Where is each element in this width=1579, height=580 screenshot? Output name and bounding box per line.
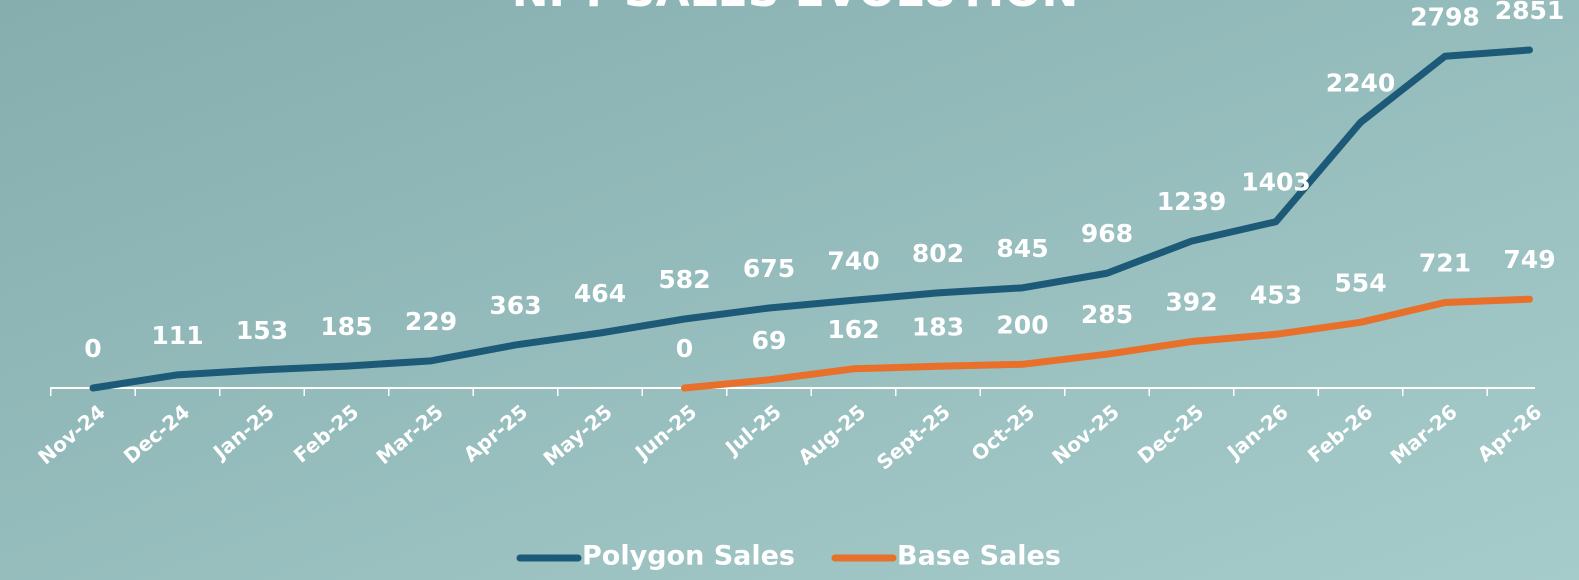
data-label: 1403 (1241, 168, 1311, 197)
data-label: 554 (1334, 268, 1386, 297)
data-label: 0 (84, 334, 101, 363)
chart: NFT SALES EVOLUTION Nov-24Dec-24Jan-25Fe… (0, 0, 1579, 580)
data-label: 464 (574, 279, 626, 308)
chart-title: NFT SALES EVOLUTION (512, 0, 1079, 17)
data-label: 2798 (1410, 2, 1480, 31)
data-label: 740 (827, 246, 879, 275)
data-label: 721 (1419, 249, 1471, 278)
data-label: 162 (827, 315, 879, 344)
data-label: 392 (1165, 288, 1217, 317)
legend-label: Base Sales (897, 541, 1061, 572)
data-label: 749 (1503, 245, 1555, 274)
data-label: 675 (743, 254, 795, 283)
legend-label: Polygon Sales (582, 541, 795, 572)
data-label: 968 (1081, 219, 1133, 248)
data-label: 453 (1250, 280, 1302, 309)
data-label: 111 (151, 321, 203, 350)
data-label: 183 (912, 312, 964, 341)
data-label: 229 (405, 307, 457, 336)
data-label: 1239 (1157, 187, 1227, 216)
data-label: 69 (752, 326, 787, 355)
data-label: 802 (912, 239, 964, 268)
data-label: 0 (676, 334, 693, 363)
data-label: 200 (996, 310, 1048, 339)
data-label: 582 (658, 265, 710, 294)
data-label: 363 (489, 291, 541, 320)
data-label: 285 (1081, 300, 1133, 329)
data-label: 153 (236, 316, 288, 345)
data-label: 185 (320, 312, 372, 341)
data-label: 2240 (1326, 68, 1396, 97)
data-label: 2851 (1495, 0, 1565, 25)
data-label: 845 (996, 234, 1048, 263)
